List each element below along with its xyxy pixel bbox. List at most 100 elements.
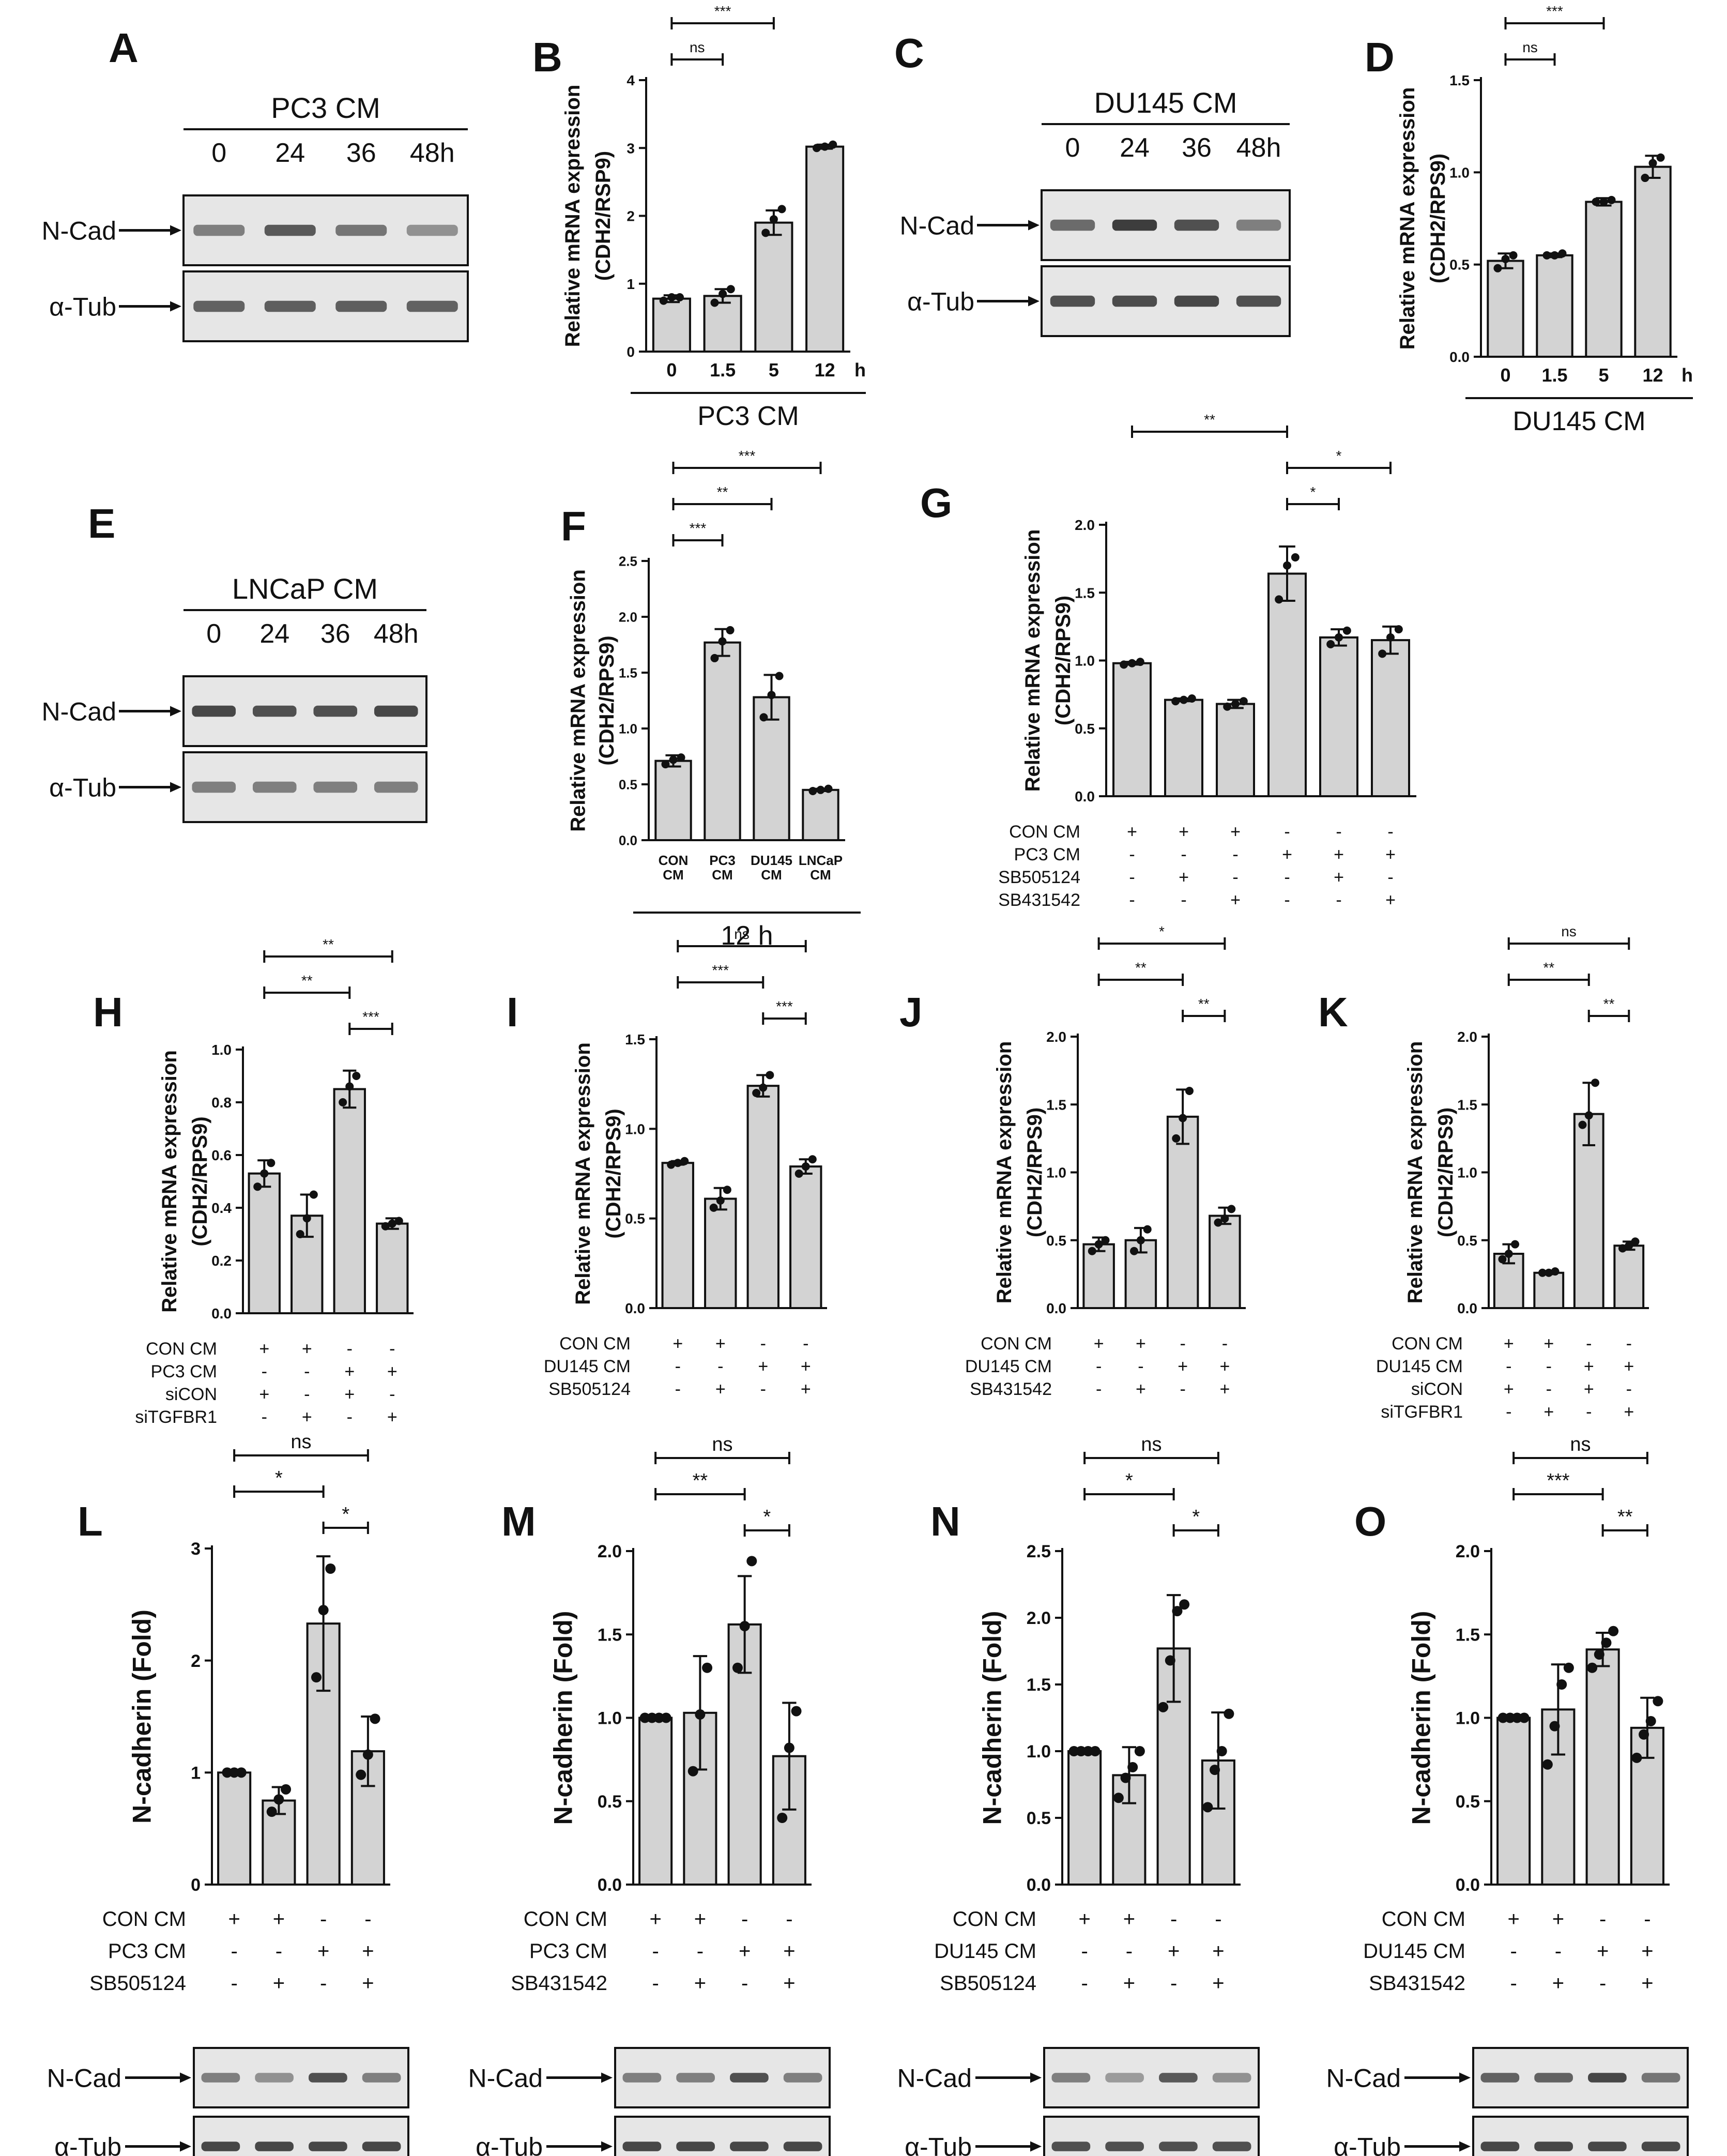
chart-l-treatment-sign: -	[364, 1908, 371, 1931]
chart-g-data-point	[1136, 658, 1144, 666]
chart-j-treatment-label: DU145 CM	[965, 1357, 1052, 1376]
chart-k-treatment-sign: -	[1506, 1357, 1511, 1376]
chart-g-data-point	[1275, 595, 1283, 604]
chart-g-treatment-label: SB431542	[998, 890, 1080, 910]
chart-m-y-tick-label: 0.0	[598, 1875, 622, 1895]
chart-k-y-tick-label: 0.0	[1457, 1300, 1477, 1316]
chart-j-data-point	[1136, 1236, 1145, 1244]
chart-m-blot-arrow-1-head	[601, 2072, 613, 2083]
panel-label-o: O	[1354, 1498, 1386, 1544]
chart-l-blot-row-1-band-1	[201, 2073, 240, 2083]
chart-f-sig-label: ***	[690, 520, 707, 536]
chart-l-bar	[217, 1771, 252, 1886]
chart-b-data-point	[667, 293, 676, 301]
chart-o-y-tick-label: 1.0	[1456, 1709, 1480, 1728]
chart-n-blot-arrow-1-head	[1030, 2072, 1042, 2083]
chart-n-data-point	[1202, 1802, 1213, 1813]
chart-n-blot-row-1-band-4	[1212, 2073, 1251, 2083]
chart-b-x-tick-label: 5	[769, 359, 779, 381]
chart-k-data-point	[1538, 1268, 1547, 1277]
chart-m-y-tick-label: 1.5	[598, 1625, 622, 1645]
chart-f-bar	[704, 641, 741, 842]
chart-n-sig-label: ns	[1141, 1434, 1161, 1455]
chart-g-treatment-sign: +	[1334, 845, 1344, 864]
chart-b-bar	[703, 295, 742, 353]
blot-c-row-1-band-2	[1112, 219, 1157, 231]
chart-o-data-point	[1645, 1715, 1656, 1726]
blot-c-lane-label: 0	[1065, 133, 1080, 163]
blot-c-row-2-band-2	[1112, 295, 1157, 307]
blot-a-arrow-1-head	[170, 225, 181, 236]
chart-b-bar	[754, 221, 793, 353]
chart-m-blot-arrow-2-head	[601, 2141, 613, 2152]
chart-o-treatment-sign: -	[1510, 1972, 1517, 1995]
chart-n-blot-row-2-band-3	[1159, 2142, 1198, 2151]
chart-k-y-tick-label: 1.5	[1457, 1097, 1477, 1113]
chart-l-treatment-sign: -	[276, 1940, 282, 1963]
chart-o-treatment-sign: +	[1641, 1972, 1653, 1995]
chart-o-treatment-label: DU145 CM	[1363, 1940, 1465, 1963]
chart-g-data-point	[1283, 561, 1291, 570]
chart-n-treatment-sign: +	[1078, 1908, 1090, 1931]
chart-o-treatment-sign: +	[1552, 1908, 1564, 1931]
chart-m-blot-row-1-band-3	[730, 2073, 769, 2083]
chart-j-treatment-sign: +	[1136, 1379, 1146, 1399]
chart-o-treatment-sign: +	[1597, 1940, 1609, 1963]
chart-h-data-point	[309, 1190, 318, 1199]
chart-o-treatment-sign: +	[1552, 1972, 1564, 1995]
chart-o-data-point	[1608, 1626, 1619, 1636]
chart-h-treatment-sign: -	[389, 1385, 395, 1404]
chart-g-sig-label: *	[1336, 448, 1342, 464]
chart-d-data-point	[1493, 264, 1502, 272]
chart-f-y-tick-label: 0.0	[619, 832, 637, 848]
chart-l-treatment-sign: -	[231, 1940, 237, 1963]
blot-e-row-1-band-3	[313, 705, 358, 717]
chart-f-data-point	[710, 654, 719, 662]
chart-g-y-tick-label: 2.0	[1075, 517, 1095, 533]
chart-f-data-point	[677, 753, 685, 762]
chart-k-data-point	[1511, 1240, 1520, 1249]
chart-m-data-point	[746, 1556, 757, 1567]
chart-d-y-tick-label: 1.5	[1449, 72, 1470, 88]
chart-j-y-tick-label: 2.0	[1046, 1029, 1066, 1045]
blot-a-row-label: α-Tub	[49, 293, 116, 322]
chart-g-treatment-sign: -	[1232, 845, 1238, 864]
chart-d-data-point	[1550, 251, 1559, 260]
chart-m-data-point	[661, 1712, 671, 1723]
chart-m-sig-label: *	[763, 1506, 771, 1528]
chart-d-bar	[1536, 254, 1573, 358]
chart-b-y-tick-label: 0	[626, 344, 635, 360]
chart-i-data-point	[723, 1186, 731, 1194]
chart-j-bar	[1082, 1243, 1115, 1309]
chart-m-treatment-sign: -	[697, 1940, 704, 1963]
chart-k-data-point	[1618, 1244, 1627, 1253]
chart-d-sig-label: ns	[1522, 39, 1538, 55]
chart-g-sig-label: **	[1204, 412, 1215, 428]
chart-o-blot-row-1-band-3	[1588, 2073, 1627, 2083]
chart-h-data-point	[253, 1182, 262, 1191]
blot-a-row-1-band-2	[264, 224, 316, 236]
chart-o-data-point	[1556, 1679, 1567, 1690]
chart-h-y-tick-label: 0.8	[211, 1095, 232, 1111]
chart-n-blot-row-label: N-Cad	[897, 2064, 972, 2093]
chart-h-data-point	[394, 1217, 403, 1225]
chart-g-data-point	[1394, 625, 1403, 634]
chart-i-bar	[661, 1162, 694, 1309]
chart-l-treatment-sign: +	[317, 1940, 329, 1963]
chart-o-treatment-label: CON CM	[1382, 1908, 1465, 1931]
chart-n-treatment-sign: -	[1170, 1972, 1177, 1995]
chart-d-bar	[1487, 260, 1524, 358]
chart-n-y-title: N-cadherin (Fold)	[978, 1611, 1007, 1825]
chart-h-sig-label: **	[323, 936, 334, 952]
chart-m-treatment-sign: -	[741, 1972, 748, 1995]
chart-n-data-point	[1127, 1762, 1138, 1772]
chart-g-data-point	[1239, 697, 1248, 706]
chart-k-treatment-sign: +	[1504, 1334, 1514, 1354]
panel-label-m: M	[501, 1498, 536, 1544]
chart-o-data-point	[1549, 1721, 1560, 1732]
blot-a-title: PC3 CM	[271, 92, 380, 124]
chart-m-data-point	[784, 1742, 794, 1753]
chart-b-x-tick-label: 1.5	[710, 359, 736, 381]
chart-l-data-point	[311, 1672, 322, 1683]
chart-j-treatment-sign: -	[1222, 1334, 1228, 1354]
